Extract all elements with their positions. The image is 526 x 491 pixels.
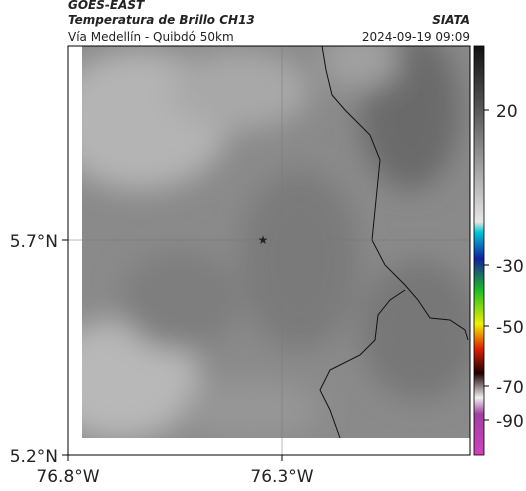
datetime: 2024-09-19 09:09 xyxy=(362,30,470,44)
colorbar-label: -30 xyxy=(496,257,524,277)
colorbar-label: -50 xyxy=(496,318,524,338)
colorbar xyxy=(473,45,485,456)
map-frame xyxy=(67,45,471,456)
colorbar-label: -70 xyxy=(496,378,524,398)
source: SIATA xyxy=(432,13,470,27)
lon-label: 76.8°W xyxy=(36,467,99,487)
lon-label: 76.3°W xyxy=(250,467,313,487)
lat-label: 5.2°N xyxy=(10,447,58,467)
station-marker: ★ xyxy=(258,233,269,247)
colorbar-label: -90 xyxy=(496,412,524,432)
satellite-image xyxy=(82,46,470,438)
subtitle: Temperatura de Brillo CH13 xyxy=(68,13,255,27)
location: Vía Medellín - Quibdó 50km xyxy=(68,30,234,44)
title: GOES-EAST xyxy=(68,0,145,12)
lat-label: 5.7°N xyxy=(10,232,58,252)
colorbar-label: 20 xyxy=(496,102,518,122)
